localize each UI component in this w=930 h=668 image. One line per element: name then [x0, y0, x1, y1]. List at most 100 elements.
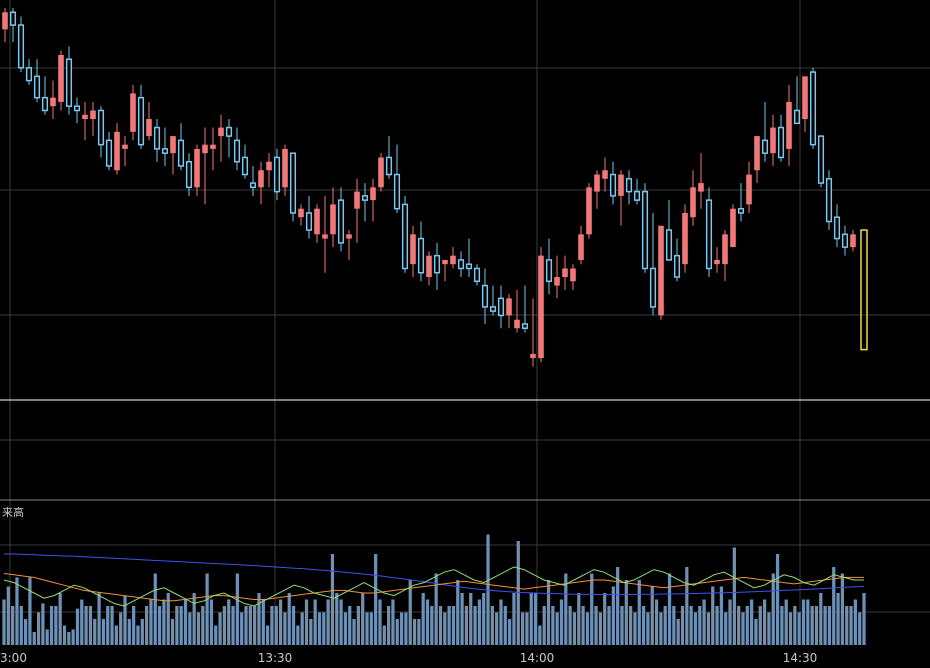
- candle-body: [298, 208, 304, 218]
- candle-body: [9, 11, 17, 26]
- candle-body: [850, 234, 856, 248]
- candle-body: [17, 24, 25, 69]
- candle: [25, 59, 33, 85]
- volume-bar: [378, 599, 382, 645]
- volume-bar: [477, 599, 481, 645]
- volume-bar: [114, 625, 118, 645]
- candle: [305, 195, 313, 239]
- candle: [33, 59, 41, 102]
- candle-body: [289, 152, 297, 214]
- candle-body: [97, 109, 105, 146]
- volume-ma-line-3: [3, 566, 864, 607]
- volume-bar: [495, 612, 499, 645]
- volume-bar: [762, 599, 767, 645]
- candle: [314, 204, 320, 243]
- candle-body: [793, 109, 801, 125]
- volume-bar: [512, 593, 516, 645]
- volume-bar: [451, 606, 456, 645]
- price-panel[interactable]: [0, 8, 930, 401]
- candle-body: [161, 148, 169, 154]
- candle-body: [841, 233, 849, 248]
- volume-bar: [15, 577, 19, 645]
- candle: [649, 212, 657, 316]
- candle-body: [833, 216, 841, 240]
- volume-bar: [814, 606, 819, 645]
- volume-bar: [702, 599, 706, 645]
- candle: [105, 131, 113, 171]
- candle-body: [258, 170, 264, 188]
- volume-bar: [754, 619, 758, 645]
- volume-bar: [132, 606, 136, 645]
- volume-bar: [240, 612, 244, 645]
- volume-bar: [832, 567, 836, 645]
- volume-bar: [201, 606, 205, 645]
- volume-bar: [36, 612, 41, 645]
- volume-bar: [270, 606, 274, 645]
- volume-bar: [23, 619, 28, 645]
- candle: [82, 101, 88, 141]
- candle-body: [210, 144, 216, 149]
- volume-bar: [391, 599, 395, 645]
- candle-body: [122, 144, 128, 149]
- volume-bar: [810, 606, 814, 645]
- candle-body: [378, 157, 384, 188]
- volume-bar: [45, 629, 49, 645]
- volume-bar: [845, 606, 849, 645]
- volume-bar: [719, 586, 724, 645]
- candle-body: [489, 306, 497, 312]
- volume-bar: [590, 573, 594, 645]
- volume-bar: [724, 612, 728, 645]
- candle-body: [25, 67, 33, 82]
- candle-body: [817, 135, 825, 184]
- x-tick-label: 14:30: [783, 651, 818, 665]
- volume-panel[interactable]: [2, 534, 866, 646]
- volume-bar: [153, 573, 157, 645]
- candle-body: [658, 225, 664, 316]
- volume-bar: [408, 580, 412, 645]
- volume-bar: [214, 625, 218, 645]
- candle-body: [465, 263, 473, 270]
- candle-body: [58, 54, 64, 102]
- volume-bar: [395, 619, 399, 645]
- candle-body: [314, 208, 320, 235]
- time-axis: 3:00 13:30 14:00 14:30: [0, 651, 817, 665]
- candle: [210, 127, 216, 171]
- volume-bar: [659, 612, 663, 645]
- candle: [473, 264, 481, 286]
- volume-bar: [637, 580, 641, 645]
- candle-body: [506, 298, 512, 316]
- volume-bar: [417, 619, 421, 645]
- volume-bar: [352, 619, 356, 645]
- candle: [58, 50, 64, 111]
- volume-bar: [715, 606, 719, 645]
- volume-bar: [304, 599, 309, 645]
- volume-bar: [819, 593, 823, 645]
- candle: [457, 251, 465, 278]
- volume-bar: [456, 580, 460, 645]
- candle-body: [530, 353, 536, 359]
- volume-bar: [784, 599, 788, 645]
- candle: [114, 123, 120, 175]
- volume-bar: [11, 606, 15, 645]
- volume-bar: [430, 606, 434, 645]
- volume-bar: [594, 606, 598, 645]
- volume-bar: [248, 606, 252, 645]
- volume-bar: [110, 606, 114, 645]
- volume-panel-label: 来高: [2, 505, 24, 519]
- volume-bar: [157, 606, 162, 645]
- volume-bar: [136, 625, 140, 645]
- candle: [673, 238, 681, 282]
- volume-bar: [322, 612, 326, 645]
- candle: [185, 153, 193, 196]
- volume-bar: [620, 606, 624, 645]
- candle: [2, 8, 8, 43]
- candle-body: [233, 139, 241, 163]
- volume-bar: [183, 599, 188, 645]
- volume-bar: [529, 593, 533, 645]
- candle-body: [594, 174, 600, 192]
- candle-body: [570, 268, 576, 282]
- candle: [761, 101, 769, 162]
- candle: [385, 136, 393, 179]
- candle-body: [346, 234, 352, 239]
- volume-bar: [676, 619, 680, 645]
